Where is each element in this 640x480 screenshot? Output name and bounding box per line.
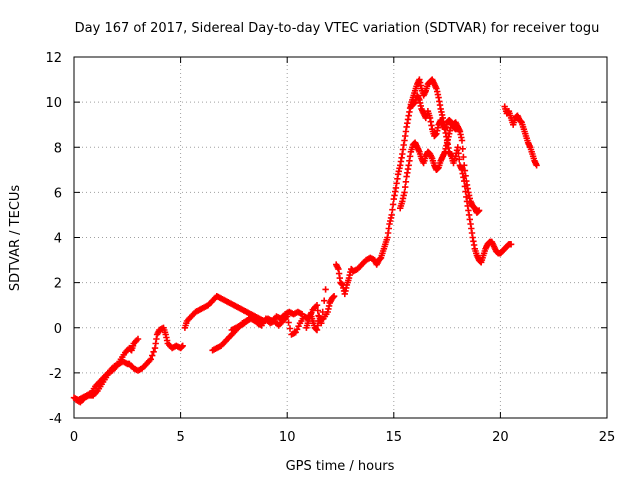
data-series bbox=[501, 103, 540, 169]
x-tick-label: 10 bbox=[279, 430, 296, 445]
data-point bbox=[322, 286, 329, 293]
chart-title: Day 167 of 2017, Sidereal Day-to-day VTE… bbox=[75, 21, 600, 36]
x-tick-label: 0 bbox=[70, 430, 78, 445]
data-series bbox=[72, 324, 186, 406]
data-series bbox=[333, 76, 515, 298]
axis-ticks: 0 5 10 15 20 25 -4 -2 0 2 4 6 8 10 12 bbox=[45, 51, 615, 445]
data-point bbox=[285, 319, 292, 326]
x-tick-label: 25 bbox=[599, 430, 616, 445]
y-tick-label: 12 bbox=[45, 51, 62, 66]
x-tick-label: 20 bbox=[492, 430, 509, 445]
y-tick-label: 2 bbox=[54, 277, 62, 292]
data-point bbox=[393, 180, 400, 187]
data-point bbox=[507, 241, 515, 248]
data-point bbox=[533, 162, 540, 169]
y-tick-label: 6 bbox=[54, 186, 62, 201]
data-point bbox=[286, 325, 294, 332]
plot-frame bbox=[73, 56, 608, 419]
data-series bbox=[407, 92, 464, 140]
data-point bbox=[466, 195, 473, 202]
data-series bbox=[70, 335, 142, 404]
grid bbox=[74, 57, 607, 418]
data-point bbox=[406, 153, 414, 160]
y-tick-label: -2 bbox=[49, 367, 62, 382]
data-series bbox=[397, 119, 483, 216]
y-tick-label: -4 bbox=[49, 412, 62, 427]
data-point bbox=[150, 348, 157, 355]
data-point bbox=[459, 145, 466, 152]
data-point bbox=[149, 352, 156, 359]
data-point bbox=[433, 130, 440, 137]
data-series bbox=[181, 293, 267, 331]
data-point bbox=[458, 137, 466, 144]
data-point bbox=[147, 356, 154, 363]
y-tick-label: 0 bbox=[54, 322, 62, 337]
x-tick-label: 5 bbox=[176, 430, 184, 445]
data-point bbox=[284, 313, 291, 320]
data-point bbox=[318, 320, 325, 327]
data-point bbox=[466, 216, 473, 223]
data-points bbox=[70, 76, 540, 406]
data-point bbox=[455, 150, 462, 157]
data-point bbox=[330, 293, 338, 300]
x-tick-label: 15 bbox=[386, 430, 403, 445]
data-point bbox=[446, 127, 454, 134]
x-axis-label: GPS time / hours bbox=[286, 459, 395, 474]
data-point bbox=[319, 308, 326, 316]
data-point bbox=[454, 144, 461, 151]
y-tick-label: 4 bbox=[54, 232, 62, 247]
data-point bbox=[134, 335, 142, 343]
data-point bbox=[179, 342, 186, 349]
data-point bbox=[460, 153, 467, 161]
data-point bbox=[456, 128, 464, 135]
data-point bbox=[321, 297, 328, 304]
data-point bbox=[475, 207, 483, 214]
y-tick-label: 10 bbox=[45, 96, 62, 111]
y-axis-label: SDTVAR / TECUs bbox=[8, 185, 23, 292]
data-point bbox=[456, 156, 463, 163]
data-point bbox=[433, 85, 440, 92]
y-tick-label: 8 bbox=[54, 141, 62, 156]
data-series bbox=[303, 286, 329, 334]
